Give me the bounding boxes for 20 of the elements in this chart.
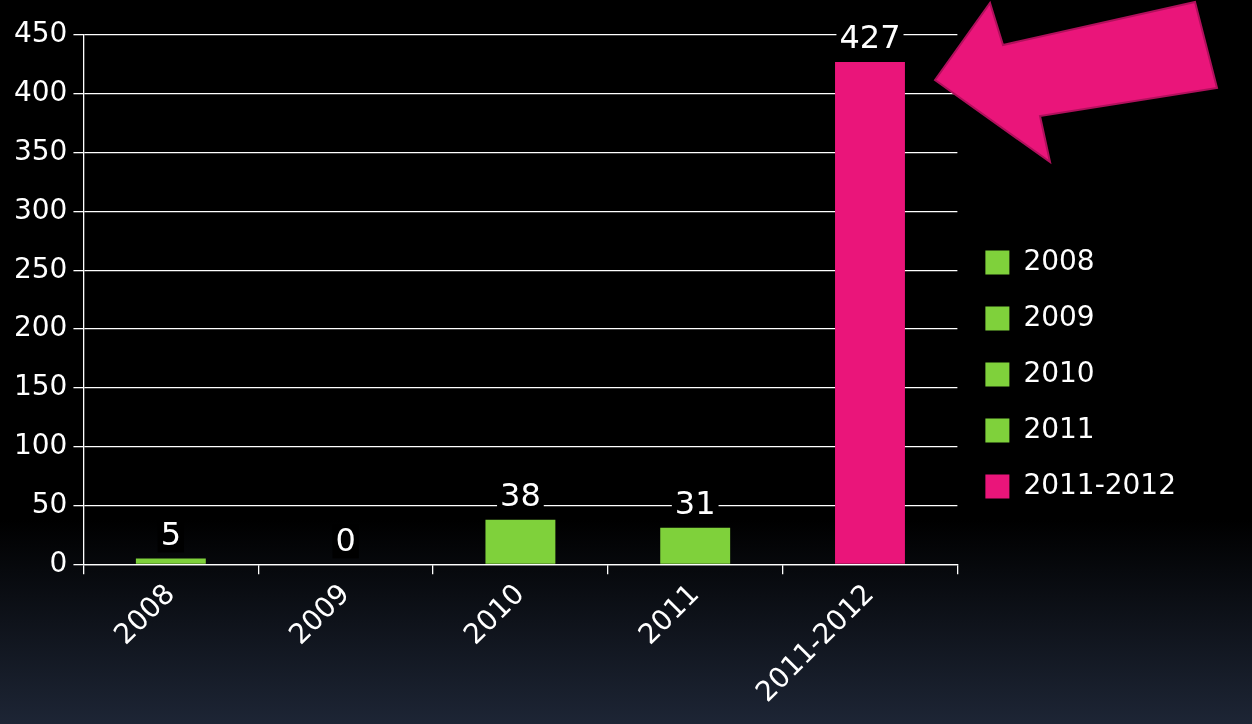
data-label: 5 — [160, 514, 182, 553]
legend-label: 2011-2012 — [1023, 467, 1177, 501]
y-tick-label: 350 — [13, 133, 68, 167]
y-tick-label: 450 — [13, 16, 68, 50]
data-label: 0 — [335, 520, 356, 559]
y-tick-label: 100 — [13, 427, 68, 461]
data-label: 31 — [674, 484, 716, 523]
y-tick-label: 50 — [31, 486, 68, 520]
data-label: 427 — [839, 18, 901, 57]
y-tick-label: 400 — [13, 75, 68, 109]
y-tick-label: 200 — [13, 310, 68, 344]
y-tick-label: 300 — [13, 192, 68, 226]
y-tick-label: 150 — [13, 369, 68, 403]
legend-label: 2011 — [1023, 411, 1095, 445]
legend-label: 2010 — [1023, 355, 1095, 389]
y-tick-label: 250 — [13, 251, 68, 285]
y-tick-label: 0 — [49, 545, 68, 579]
legend-label: 2009 — [1023, 299, 1095, 333]
legend-label: 2008 — [1023, 243, 1095, 277]
data-label: 38 — [500, 475, 541, 514]
